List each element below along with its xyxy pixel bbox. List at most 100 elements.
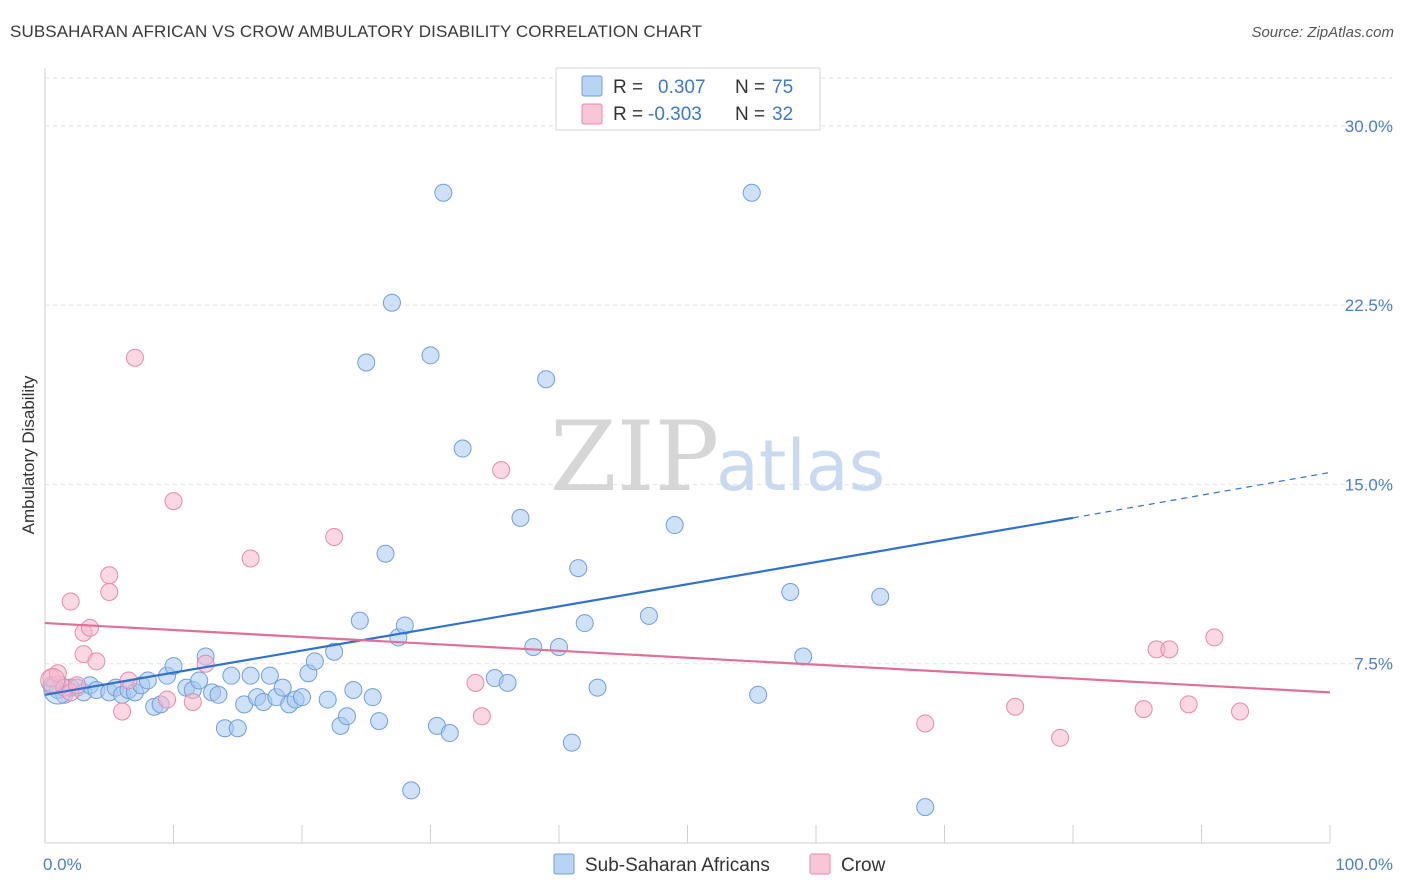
legend-n-label: N = — [735, 77, 765, 98]
y-tick-labels: 7.5% 15.0% 22.5% 30.0% — [1345, 117, 1393, 674]
data-point — [916, 714, 935, 733]
data-point — [222, 666, 241, 685]
trend-line-pink — [44, 621, 1331, 694]
data-point — [357, 353, 376, 372]
data-point — [138, 671, 157, 690]
x-tick-labels: 0.0% 100.0% — [43, 855, 1393, 874]
data-point — [1179, 695, 1198, 714]
data-point — [190, 671, 209, 690]
bottom-legend-label-blue: Sub-Saharan Africans — [585, 855, 770, 876]
data-point — [325, 642, 344, 661]
legend-swatch-blue — [581, 75, 603, 97]
data-point — [453, 439, 472, 458]
watermark: ZIP atlas — [550, 401, 885, 513]
data-point — [550, 637, 568, 656]
data-point — [402, 781, 421, 800]
data-point — [434, 183, 453, 202]
legend: R = 0.307 N = 75 R = -0.303 N = 32 — [555, 67, 821, 131]
data-point — [1205, 628, 1224, 647]
source-label: Source: ZipAtlas.com — [1251, 24, 1394, 41]
x-tick-label: 100.0% — [1335, 855, 1393, 874]
data-point — [562, 733, 581, 752]
data-point — [639, 606, 658, 625]
data-point — [183, 692, 202, 711]
data-point — [164, 492, 183, 511]
data-point — [466, 673, 485, 692]
gridlines — [45, 77, 1392, 665]
data-point — [1051, 728, 1070, 747]
data-point — [440, 724, 459, 743]
data-point — [273, 678, 292, 697]
series-crow — [40, 348, 1250, 747]
data-point — [1160, 640, 1179, 659]
data-point — [228, 719, 247, 738]
legend-n-value-pink: 32 — [772, 104, 793, 125]
data-point — [781, 582, 800, 601]
data-point — [325, 528, 344, 546]
data-point — [87, 652, 106, 671]
data-point — [1006, 697, 1025, 716]
data-point — [305, 652, 324, 671]
data-point — [209, 685, 228, 704]
trend-lines — [44, 471, 1331, 696]
data-point — [421, 346, 440, 365]
trend-line-blue — [44, 516, 1074, 696]
data-point — [376, 544, 395, 563]
data-point — [511, 508, 530, 527]
x-tick-label: 0.0% — [43, 855, 82, 874]
data-point — [241, 549, 260, 568]
legend-r-label: R = — [613, 104, 643, 125]
data-point — [742, 183, 761, 202]
legend-r-label: R = — [613, 77, 643, 98]
data-point — [80, 618, 99, 637]
data-point — [318, 690, 337, 709]
watermark-atlas: atlas — [716, 425, 885, 507]
data-point — [158, 690, 177, 709]
y-axis-label: Ambulatory Disability — [19, 375, 38, 534]
y-tick-label: 15.0% — [1345, 475, 1393, 494]
data-point — [1231, 702, 1250, 721]
data-point — [749, 685, 768, 704]
data-point — [337, 707, 356, 726]
y-tick-label: 7.5% — [1354, 655, 1393, 674]
data-point — [293, 688, 311, 707]
data-point — [40, 667, 66, 693]
data-point — [916, 798, 935, 817]
legend-swatch-pink — [581, 103, 603, 125]
data-point — [164, 657, 183, 676]
data-point — [524, 637, 543, 656]
data-point — [113, 702, 132, 721]
data-point — [472, 707, 491, 726]
data-point — [196, 654, 215, 673]
y-tick-label: 30.0% — [1345, 117, 1393, 136]
data-point — [125, 348, 144, 367]
data-point — [1134, 700, 1153, 719]
data-point — [350, 611, 369, 630]
data-point — [871, 587, 890, 606]
data-point — [363, 688, 382, 707]
data-point — [100, 582, 119, 601]
bottom-legend-label-pink: Crow — [841, 855, 886, 876]
data-point — [260, 666, 279, 685]
data-point — [569, 559, 588, 578]
legend-n-value-blue: 75 — [772, 77, 793, 98]
data-point — [61, 592, 80, 611]
data-point — [344, 681, 363, 699]
data-point — [575, 614, 594, 633]
data-point — [100, 566, 119, 585]
legend-n-label: N = — [735, 104, 765, 125]
watermark-zip: ZIP — [550, 401, 719, 513]
legend-r-value-blue: 0.307 — [658, 77, 706, 98]
page-title: SUBSAHARAN AFRICAN VS CROW AMBULATORY DI… — [10, 22, 703, 41]
data-point — [794, 647, 813, 666]
bottom-legend-swatch-blue — [553, 853, 575, 875]
bottom-legend-swatch-pink — [809, 853, 831, 875]
trend-line-blue-extension — [1072, 471, 1331, 519]
data-point — [588, 678, 607, 697]
data-point — [382, 293, 401, 312]
axes — [44, 68, 1331, 844]
data-point — [492, 461, 511, 480]
legend-r-value-pink: -0.303 — [648, 104, 702, 125]
data-point — [370, 712, 389, 731]
